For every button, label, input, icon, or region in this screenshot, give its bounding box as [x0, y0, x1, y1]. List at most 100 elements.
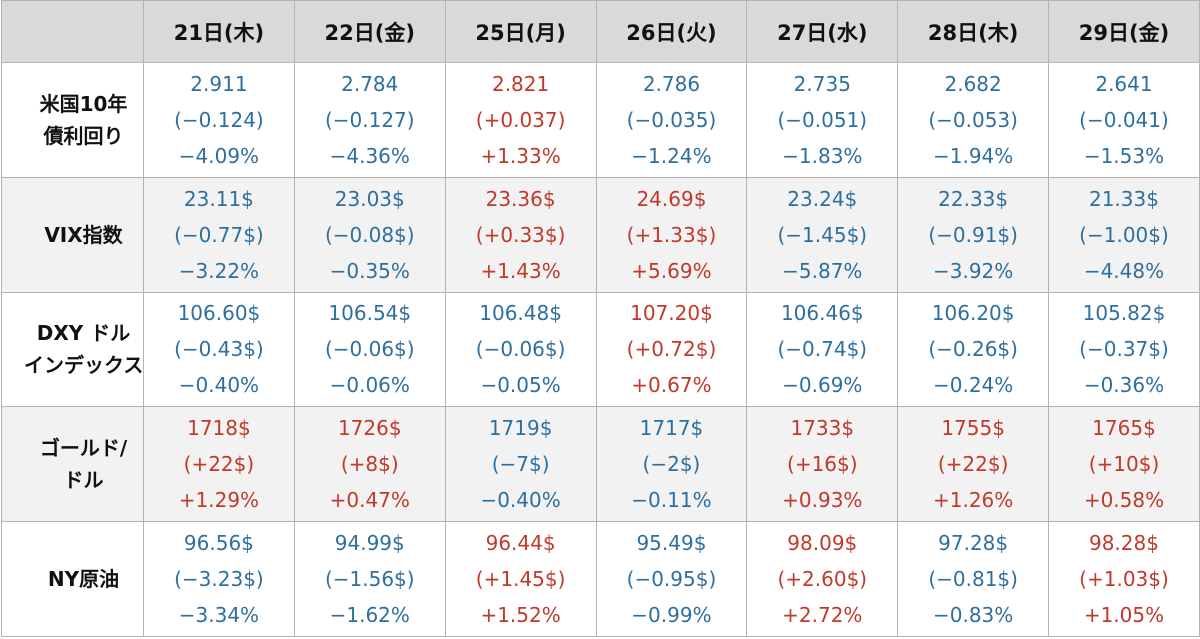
cell-change: (−0.124): [174, 107, 264, 132]
cell-pct: −4.36%: [329, 143, 410, 168]
data-cell: 23.11$ (−0.77$) −3.22%: [143, 176, 295, 293]
day-header: 29日(金): [1048, 0, 1200, 63]
cell-pct: −0.69%: [782, 373, 863, 398]
cell-pct: −0.99%: [631, 603, 712, 628]
cell-value: 94.99$: [334, 531, 405, 556]
data-cell: 21.33$ (−1.00$) −4.48%: [1048, 176, 1200, 293]
data-cell: 1718$ (+22$) +1.29%: [143, 406, 295, 523]
cell-value: 107.20$: [630, 301, 713, 326]
data-cell: 94.99$ (−1.56$) −1.62%: [293, 521, 446, 637]
day-header: 25日(月): [444, 0, 597, 63]
cell-change: (+22$): [183, 452, 255, 477]
cell-value: 105.82$: [1082, 301, 1166, 326]
cell-change: (−2$): [642, 452, 701, 477]
cell-change: (+16$): [787, 452, 858, 477]
cell-pct: −0.11%: [631, 488, 712, 513]
cell-value: 2.784: [341, 71, 399, 96]
data-cell: 106.54$ (−0.06$) −0.06%: [293, 291, 446, 408]
cell-change: (−0.06$): [324, 337, 415, 362]
cell-change: (+0.037): [475, 107, 566, 132]
cell-value: 23.24$: [787, 186, 858, 211]
cell-value: 106.46$: [780, 301, 864, 326]
cell-change: (−0.08$): [324, 222, 415, 247]
row-label-line: 米国10年: [39, 91, 128, 116]
row-label: VIX指数: [1, 176, 144, 293]
row-label-line: 債利回り: [43, 123, 124, 148]
data-cell: 2.682 (−0.053) −1.94%: [897, 62, 1050, 178]
data-cell: 22.33$ (−0.91$) −3.92%: [897, 176, 1050, 293]
cell-change: (−0.37$): [1079, 337, 1169, 362]
cell-value: 106.60$: [177, 301, 261, 326]
data-cell: 2.784 (−0.127) −4.36%: [293, 62, 446, 178]
cell-change: (−0.95$): [626, 567, 717, 592]
cell-value: 21.33$: [1088, 186, 1159, 211]
data-cell: 2.641 (−0.041) −1.53%: [1048, 62, 1200, 178]
cell-pct: +1.05%: [1083, 603, 1165, 628]
data-cell: 1733$ (+16$) +0.93%: [746, 406, 899, 523]
row-label-line: VIX指数: [44, 222, 123, 247]
data-cell: 105.82$ (−0.37$) −0.36%: [1048, 291, 1200, 408]
cell-change: (+10$): [1088, 452, 1160, 477]
data-cell: 2.821 (+0.037) +1.33%: [444, 62, 597, 178]
cell-change: (+0.72$): [626, 337, 717, 362]
cell-change: (+8$): [340, 452, 399, 477]
cell-change: (−0.053): [928, 107, 1018, 132]
cell-pct: +0.93%: [782, 488, 863, 513]
data-cell: 96.56$ (−3.23$) −3.34%: [143, 521, 295, 637]
cell-pct: −3.92%: [932, 258, 1014, 283]
cell-change: (+1.45$): [475, 567, 566, 592]
data-cell: 106.60$ (−0.43$) −0.40%: [143, 291, 295, 408]
row-label-line: NY原油: [47, 567, 120, 592]
cell-pct: −4.48%: [1083, 258, 1165, 283]
table-row: 米国10年債利回り 2.911 (−0.124) −4.09% 2.784 (−0.127…: [1, 62, 1200, 178]
cell-pct: +1.43%: [480, 258, 561, 283]
cell-pct: +1.29%: [178, 488, 260, 513]
cell-pct: −0.06%: [329, 373, 410, 398]
cell-value: 96.56$: [183, 531, 254, 556]
cell-value: 1717$: [639, 416, 704, 441]
cell-pct: −5.87%: [782, 258, 863, 283]
row-label-line: DXY ドル: [36, 321, 131, 346]
cell-value: 23.03$: [334, 186, 405, 211]
cell-change: (−0.035): [626, 107, 717, 132]
cell-pct: +5.69%: [631, 258, 712, 283]
data-cell: 2.911 (−0.124) −4.09%: [143, 62, 295, 178]
cell-pct: −0.05%: [480, 373, 561, 398]
cell-pct: +0.67%: [631, 373, 712, 398]
row-label-line: ドル: [63, 468, 104, 493]
data-cell: 106.46$ (−0.74$) −0.69%: [746, 291, 899, 408]
data-cell: 96.44$ (+1.45$) +1.52%: [444, 521, 597, 637]
cell-value: 1719$: [488, 416, 553, 441]
cell-pct: −0.24%: [932, 373, 1014, 398]
cell-change: (−0.91$): [928, 222, 1018, 247]
cell-change: (−0.127): [324, 107, 415, 132]
cell-value: 23.36$: [485, 186, 556, 211]
cell-pct: −0.83%: [932, 603, 1014, 628]
data-cell: 1717$ (−2$) −0.11%: [595, 406, 748, 523]
cell-pct: −3.22%: [178, 258, 260, 283]
data-cell: 95.49$ (−0.95$) −0.99%: [595, 521, 748, 637]
cell-change: (−0.051): [777, 107, 868, 132]
row-label: DXY ドル インデックス: [1, 291, 144, 408]
cell-pct: +1.33%: [480, 143, 561, 168]
cell-value: 2.735: [793, 71, 851, 96]
day-header: 27日(水): [746, 0, 899, 63]
cell-value: 97.28$: [938, 531, 1009, 556]
table-row: VIX指数 23.11$ (−0.77$) −3.22% 23.03$ (−0.08$) −…: [1, 176, 1200, 293]
row-label-line: インデックス: [24, 353, 144, 378]
cell-pct: −0.35%: [329, 258, 410, 283]
cell-change: (−0.43$): [174, 337, 264, 362]
cell-pct: −0.36%: [1083, 373, 1165, 398]
day-header: 28日(木): [897, 0, 1050, 63]
cell-pct: −1.62%: [329, 603, 410, 628]
cell-value: 98.09$: [787, 531, 858, 556]
cell-change: (−1.56$): [324, 567, 415, 592]
data-cell: 2.786 (−0.035) −1.24%: [595, 62, 748, 178]
cell-value: 2.821: [491, 71, 550, 96]
table-row: ゴールド/ドル 1718$ (+22$) +1.29% 1726$ (+8$) +0.47%…: [1, 406, 1200, 523]
day-header: 26日(火): [595, 0, 748, 63]
data-cell: 106.48$ (−0.06$) −0.05%: [444, 291, 597, 408]
day-header: 21日(木): [143, 0, 295, 63]
data-cell: 1719$ (−7$) −0.40%: [444, 406, 597, 523]
